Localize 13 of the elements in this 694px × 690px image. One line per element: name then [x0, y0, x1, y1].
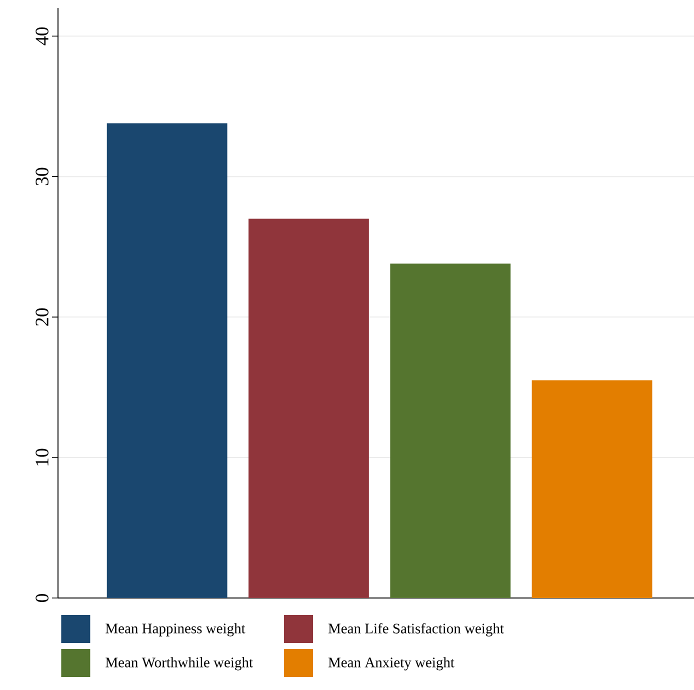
bar	[248, 218, 369, 598]
legend-label: Mean Anxiety weight	[328, 657, 454, 670]
legend-label: Mean Happiness weight	[106, 623, 246, 636]
bar	[532, 380, 652, 598]
bar	[390, 264, 511, 598]
legend-label: Mean Worthwhile weight	[106, 657, 253, 670]
y-tick-label: 20	[36, 308, 48, 326]
legend-label: Mean Life Satisfaction weight	[328, 623, 504, 636]
bar	[106, 123, 228, 598]
y-tick-label: 40	[36, 27, 48, 46]
y-tick-label: 0	[36, 594, 48, 602]
y-tick-label: 10	[36, 448, 48, 466]
y-tick-label: 30	[36, 168, 48, 186]
